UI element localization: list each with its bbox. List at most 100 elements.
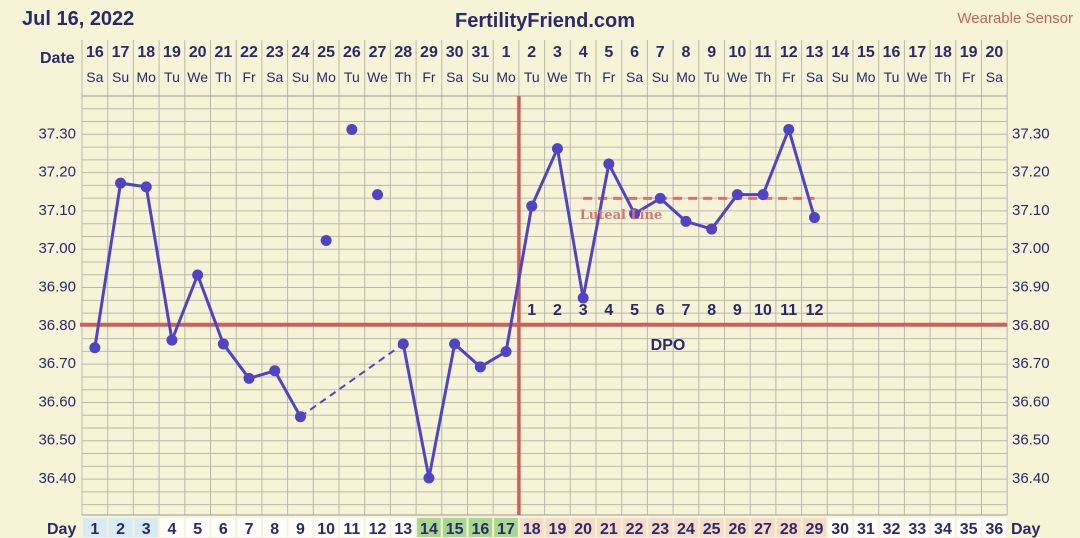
series-segment	[222, 343, 251, 380]
day-cell-bg	[879, 518, 904, 537]
day-cell-bg	[365, 518, 390, 537]
temp-point	[192, 269, 204, 281]
day-cell-bg	[699, 518, 724, 537]
temp-point	[526, 200, 538, 212]
day-cell: 7	[245, 521, 254, 538]
weekday-cell: Mo	[856, 69, 876, 85]
day-cell-bg	[725, 518, 750, 537]
weekday-cell: Su	[112, 69, 129, 85]
y-tick-label-right: 36.60	[1012, 393, 1050, 410]
day-cell: 17	[497, 521, 515, 538]
date-cell: 10	[728, 44, 746, 61]
day-cell-bg	[545, 518, 570, 537]
temp-point	[783, 123, 795, 135]
date-cell: 31	[471, 44, 489, 61]
temp-point	[115, 177, 127, 189]
day-cell: 28	[780, 521, 798, 538]
weekday-cell: Fr	[242, 69, 256, 85]
day-cell: 27	[754, 521, 772, 538]
reference-lines	[80, 96, 1008, 515]
weekday-cell: Sa	[806, 69, 823, 85]
y-axis-left: 37.30 37.20 37.10 37.00 36.90 36.80 36.70 36.60…	[38, 125, 76, 487]
y-tick-label-left: 36.70	[38, 355, 76, 372]
weekday-cell: We	[727, 69, 748, 85]
temp-point	[706, 223, 718, 235]
y-tick-label-right: 36.70	[1012, 355, 1050, 372]
temp-point	[654, 192, 666, 204]
temp-point	[294, 411, 306, 423]
day-cell: 36	[985, 521, 1003, 538]
weekday-cell: We	[907, 69, 928, 85]
series-segment	[427, 343, 457, 479]
weekday-cell: Fr	[782, 69, 796, 85]
day-cell: 35	[960, 521, 978, 538]
weekday-cell: Mo	[316, 69, 336, 85]
weekday-cell: Su	[472, 69, 489, 85]
temp-point	[243, 372, 255, 384]
dpo-number: 4	[604, 302, 613, 319]
day-cell-bg	[802, 518, 827, 537]
y-tick-label-left: 37.10	[38, 202, 76, 219]
day-cell: 6	[219, 521, 228, 538]
series-segment	[93, 182, 123, 349]
weekday-cell: Sa	[86, 69, 103, 85]
day-cell: 34	[934, 521, 952, 538]
day-cell-bg	[237, 518, 261, 537]
y-tick-label-right: 36.40	[1012, 470, 1050, 487]
day-cell: 19	[549, 521, 567, 538]
y-tick-label-right: 36.90	[1012, 279, 1050, 296]
date-cell: 30	[446, 44, 464, 61]
day-cell-bg	[931, 518, 955, 537]
y-tick-label-left: 37.20	[38, 164, 76, 181]
day-cell: 9	[296, 521, 305, 538]
dpo-number: 12	[806, 302, 824, 319]
day-cell-bg	[417, 518, 441, 537]
date-cell: 23	[266, 44, 284, 61]
date-cell: 18	[137, 44, 155, 61]
date-cell: 9	[707, 44, 716, 61]
weekday-cell: Sa	[626, 69, 643, 85]
weekday-cell: Mo	[137, 69, 157, 85]
y-tick-label-left: 36.90	[38, 279, 76, 296]
weekday-cell: Th	[935, 69, 951, 85]
day-cell: 16	[471, 521, 489, 538]
day-cell: 32	[883, 521, 901, 538]
series-segment	[170, 274, 200, 341]
day-cell: 8	[270, 521, 279, 538]
temp-point	[269, 365, 281, 377]
day-cell-bg	[751, 518, 775, 537]
weekday-cell: We	[547, 69, 568, 85]
weekday-cell: Mo	[676, 69, 696, 85]
temp-point	[551, 143, 563, 155]
source-label: Wearable Sensor	[957, 10, 1073, 27]
day-cell: 18	[523, 521, 541, 538]
temp-point	[808, 212, 820, 224]
date-cell: 2	[527, 44, 536, 61]
date-cell: 13	[806, 44, 824, 61]
temp-point	[140, 181, 152, 193]
weekday-cell: Fr	[422, 69, 436, 85]
weekday-cell: We	[367, 69, 388, 85]
weekday-cell: Sa	[266, 69, 283, 85]
temp-point	[449, 338, 461, 350]
date-cell: 16	[883, 44, 901, 61]
date-cell: 1	[502, 44, 511, 61]
start-date: Jul 16, 2022	[22, 8, 134, 30]
day-cell-bg	[262, 518, 287, 537]
y-tick-label-left: 37.00	[38, 240, 76, 257]
dpo-number: 6	[656, 302, 665, 319]
y-tick-label-right: 37.20	[1012, 164, 1050, 181]
day-cell-bg	[134, 518, 159, 537]
site-title: FertilityFriend.com	[455, 10, 635, 32]
excluded-temp-point	[372, 189, 384, 201]
weekday-cell: Tu	[524, 69, 540, 85]
day-cell: 33	[908, 521, 926, 538]
day-cell-bg	[185, 518, 210, 537]
temp-point	[731, 189, 743, 201]
series-segment	[144, 186, 174, 341]
day-cell-bg	[776, 518, 801, 537]
day-cell-bg	[622, 518, 647, 537]
dpo-number: 10	[754, 302, 772, 319]
date-cell: 20	[985, 44, 1003, 61]
day-cell: 22	[626, 521, 644, 538]
